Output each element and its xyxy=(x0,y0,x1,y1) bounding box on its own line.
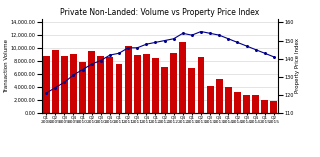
Bar xyxy=(161,67,168,113)
Bar xyxy=(61,56,68,113)
Property Price Index xyxy=(126,47,130,49)
Property Price Index xyxy=(236,41,239,43)
Bar xyxy=(170,53,177,113)
Property Price Index xyxy=(199,31,203,32)
Bar xyxy=(88,51,95,113)
Bar xyxy=(43,56,50,113)
Bar xyxy=(243,95,250,113)
Bar xyxy=(125,46,132,113)
Property Price Index xyxy=(217,34,221,36)
Property Price Index xyxy=(135,47,139,49)
Bar xyxy=(261,100,268,113)
Bar xyxy=(207,86,213,113)
Bar xyxy=(134,55,141,113)
Bar xyxy=(70,54,77,113)
Property Price Index xyxy=(44,92,48,94)
Bar xyxy=(116,64,123,113)
Bar xyxy=(107,57,113,113)
Bar xyxy=(188,68,195,113)
Property Price Index xyxy=(181,32,185,34)
Property Price Index xyxy=(99,60,103,61)
Bar xyxy=(225,87,232,113)
Property Price Index xyxy=(226,38,230,40)
Property Price Index xyxy=(172,38,176,40)
Property Price Index xyxy=(62,81,66,83)
Property Price Index xyxy=(208,32,212,34)
Bar xyxy=(179,42,186,113)
Bar xyxy=(79,62,86,113)
Property Price Index xyxy=(244,45,248,47)
Bar xyxy=(234,92,241,113)
Property Price Index xyxy=(53,87,57,89)
Bar xyxy=(252,95,259,113)
Y-axis label: Transaction Volume: Transaction Volume xyxy=(4,39,9,93)
Property Price Index xyxy=(190,34,194,36)
Bar xyxy=(143,54,150,113)
Property Price Index xyxy=(163,40,166,41)
Property Price Index xyxy=(254,49,258,51)
Bar xyxy=(197,57,204,113)
Property Price Index xyxy=(117,52,121,54)
Property Price Index xyxy=(72,74,76,76)
Y-axis label: Property Price Index: Property Price Index xyxy=(295,38,300,93)
Bar xyxy=(270,101,277,113)
Bar xyxy=(152,58,159,113)
Bar xyxy=(216,79,223,113)
Property Price Index xyxy=(81,69,84,70)
Property Price Index xyxy=(272,56,276,58)
Bar xyxy=(97,56,104,113)
Property Price Index xyxy=(108,54,112,56)
Property Price Index xyxy=(144,43,148,45)
Property Price Index xyxy=(263,52,267,54)
Title: Private Non-Landed: Volume vs Property Price Index: Private Non-Landed: Volume vs Property P… xyxy=(60,8,260,17)
Property Price Index xyxy=(90,63,94,65)
Property Price Index xyxy=(154,41,157,43)
Bar xyxy=(52,50,59,113)
Line: Property Price Index: Property Price Index xyxy=(45,31,275,94)
